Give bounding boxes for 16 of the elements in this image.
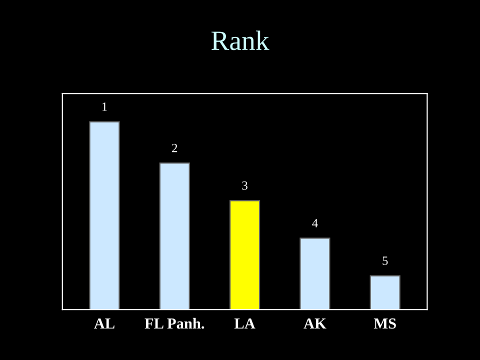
bar xyxy=(230,200,260,310)
x-tick-label: MS xyxy=(374,318,396,329)
annotation: 2 xyxy=(172,144,178,152)
annotation: 4 xyxy=(312,219,318,228)
bar xyxy=(159,162,190,310)
bar xyxy=(89,121,120,310)
x-tick-label: LA xyxy=(234,318,256,329)
bar xyxy=(300,238,330,310)
bar xyxy=(370,275,400,310)
annotation: 3 xyxy=(242,181,248,190)
x-tick-label: FL Panh. xyxy=(144,318,204,329)
annotation: 5 xyxy=(382,256,388,265)
x-tick-label: AK xyxy=(304,318,326,329)
annotation: 1 xyxy=(102,102,107,111)
chart-title: Rank xyxy=(211,30,270,50)
x-tick-label: AL xyxy=(94,318,114,329)
